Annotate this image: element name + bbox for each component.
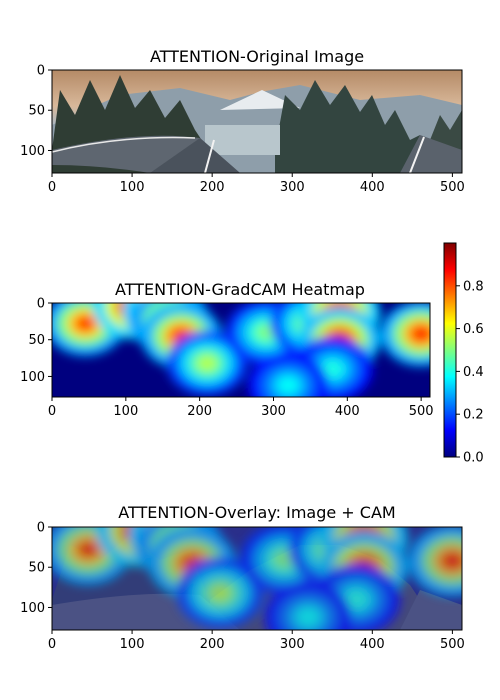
x-tick-label: 300 (280, 180, 305, 195)
x-tick-label: 100 (120, 180, 145, 195)
ticks-original: 0 100 200 300 400 500 0 50 100 (20, 64, 465, 196)
panel-title-original: ATTENTION-Original Image (150, 47, 364, 66)
colorbar-tick-label: 0.8 (463, 279, 484, 294)
heatmap-plot (52, 303, 430, 397)
x-tick-label: 200 (200, 637, 225, 652)
y-tick-label: 100 (20, 370, 45, 385)
colorbar-tick-label: 0.6 (463, 322, 484, 337)
panel-title-overlay: ATTENTION-Overlay: Image + CAM (118, 503, 395, 522)
x-tick-label: 0 (48, 180, 56, 195)
ticks-overlay: 0 100 200 300 400 500 0 50 100 (20, 521, 465, 653)
heatmap-cell (441, 551, 462, 570)
heatmap-cell (411, 325, 430, 342)
heatmap-cell (75, 315, 96, 332)
panel-original: ATTENTION-Original Image 0 100 200 300 400 50… (20, 47, 465, 195)
y-tick-label: 0 (37, 297, 45, 312)
axes-frame-original (51, 69, 463, 174)
x-tick-label: 400 (335, 404, 360, 419)
heatmap-cell (209, 584, 232, 602)
x-tick-label: 300 (280, 637, 305, 652)
panel-overlay: ATTENTION-Overlay: Image + CAM 0 100 200 30… (20, 503, 465, 653)
colorbar-tick-label: 0.2 (463, 408, 484, 423)
x-tick-label: 0 (48, 637, 56, 652)
x-tick-label: 100 (113, 404, 138, 419)
heatmap-cell (345, 590, 368, 609)
x-tick-label: 500 (440, 180, 465, 195)
heatmap-cell (322, 360, 343, 378)
colorbar-tick-label: 0.4 (463, 365, 484, 380)
heatmap-cell (196, 355, 218, 372)
y-tick-label: 100 (20, 144, 45, 159)
heatmap-cell (77, 540, 99, 559)
overlay-plot (52, 527, 462, 630)
x-tick-label: 200 (187, 404, 212, 419)
colorbar-gradient (443, 242, 457, 458)
x-tick-label: 0 (48, 404, 56, 419)
x-tick-label: 500 (409, 404, 434, 419)
x-tick-label: 200 (200, 180, 225, 195)
colorbar-ticks: 0.0 0.2 0.4 0.6 0.8 (456, 279, 484, 466)
ticks-heatmap: 0 100 200 300 400 500 0 50 100 (20, 297, 433, 420)
axes-frame-overlay (51, 526, 463, 631)
colorbar-tick-label: 0.0 (463, 451, 484, 466)
heatmap-cell (278, 377, 299, 394)
panel-heatmap: ATTENTION-GradCAM Heatmap 0 100 200 300 400 5… (20, 242, 484, 466)
colorbar: 0.0 0.2 0.4 0.6 0.8 (443, 242, 484, 466)
x-tick-label: 400 (360, 637, 385, 652)
y-tick-label: 0 (37, 64, 45, 79)
y-tick-label: 50 (28, 104, 45, 119)
y-tick-label: 50 (28, 333, 45, 348)
y-tick-label: 100 (20, 601, 45, 616)
original-image (52, 70, 462, 173)
y-tick-label: 50 (28, 561, 45, 576)
axes-frame-heatmap (51, 302, 431, 398)
x-tick-label: 400 (360, 180, 385, 195)
x-tick-label: 100 (120, 637, 145, 652)
panel-title-heatmap: ATTENTION-GradCAM Heatmap (115, 280, 365, 299)
x-tick-label: 500 (440, 637, 465, 652)
heatmap-cell (297, 608, 320, 627)
x-tick-label: 300 (261, 404, 286, 419)
y-tick-label: 0 (37, 521, 45, 536)
